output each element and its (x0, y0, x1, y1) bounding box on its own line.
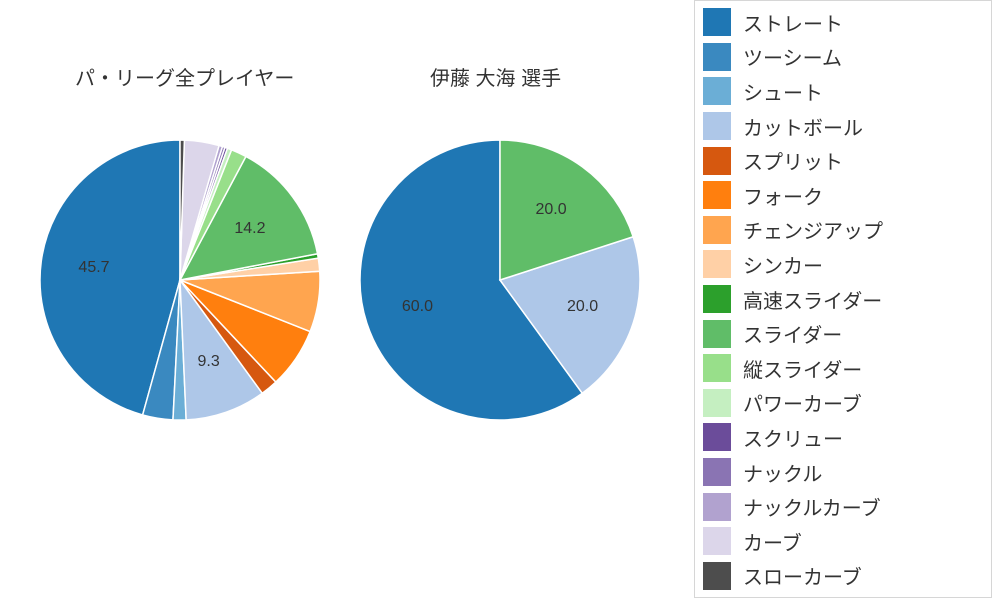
legend-item: カットボール (703, 109, 983, 144)
legend-item: パワーカーブ (703, 386, 983, 421)
legend-label: 縦スライダー (743, 354, 862, 383)
legend-label: ツーシーム (743, 42, 842, 71)
legend-swatch (703, 320, 731, 348)
legend-item: 縦スライダー (703, 351, 983, 386)
chart-container: パ・リーグ全プレイヤー 伊藤 大海 選手 45.7 9.3 14.2 60.0 20.… (0, 0, 1000, 600)
legend-label: フォーク (743, 181, 823, 210)
legend-label: チェンジアップ (743, 215, 883, 244)
legend-swatch (703, 8, 731, 36)
chart-title-player: 伊藤 大海 選手 (430, 62, 561, 91)
pie-slice-label: 20.0 (567, 298, 598, 316)
legend-item: ツーシーム (703, 40, 983, 75)
legend-label: ナックル (743, 458, 822, 487)
pie-chart-player: 60.0 20.0 20.0 (360, 140, 640, 420)
legend-label: ストレート (743, 8, 843, 37)
legend-item: スプリット (703, 143, 983, 178)
legend-item: チェンジアップ (703, 213, 983, 248)
legend-swatch (703, 389, 731, 417)
legend-swatch (703, 250, 731, 278)
pie-slice-label: 9.3 (198, 353, 220, 371)
legend-item: ストレート (703, 5, 983, 40)
legend-label: スプリット (743, 146, 843, 175)
legend-swatch (703, 43, 731, 71)
legend-swatch (703, 77, 731, 105)
legend-swatch (703, 354, 731, 382)
pie-slice-label: 14.2 (234, 220, 265, 238)
legend-label: スライダー (743, 319, 842, 348)
legend-swatch (703, 493, 731, 521)
legend-swatch (703, 527, 731, 555)
legend-swatch (703, 181, 731, 209)
legend-label: シュート (743, 77, 823, 106)
legend-label: スクリュー (743, 423, 843, 452)
legend: ストレートツーシームシュートカットボールスプリットフォークチェンジアップシンカー… (694, 0, 992, 598)
legend-item: 高速スライダー (703, 282, 983, 317)
legend-item: カーブ (703, 524, 983, 559)
legend-item: シュート (703, 74, 983, 109)
legend-item: フォーク (703, 178, 983, 213)
legend-swatch (703, 458, 731, 486)
legend-label: シンカー (743, 250, 823, 279)
legend-label: スローカーブ (743, 561, 862, 590)
legend-item: ナックル (703, 455, 983, 490)
pie-slice-label: 45.7 (78, 259, 109, 277)
legend-swatch (703, 112, 731, 140)
legend-swatch (703, 285, 731, 313)
pie-chart-league: 45.7 9.3 14.2 (40, 140, 320, 420)
legend-item: スローカーブ (703, 559, 983, 594)
legend-swatch (703, 216, 731, 244)
legend-label: パワーカーブ (743, 388, 862, 417)
legend-item: ナックルカーブ (703, 489, 983, 524)
legend-label: カットボール (743, 112, 863, 141)
legend-item: シンカー (703, 247, 983, 282)
legend-label: ナックルカーブ (743, 492, 881, 521)
pie-slice-label: 20.0 (535, 201, 566, 219)
legend-swatch (703, 423, 731, 451)
legend-label: カーブ (743, 527, 802, 556)
legend-label: 高速スライダー (743, 285, 882, 314)
legend-swatch (703, 147, 731, 175)
legend-item: スライダー (703, 316, 983, 351)
pie-slice-label: 60.0 (402, 298, 433, 316)
chart-title-league: パ・リーグ全プレイヤー (75, 62, 294, 91)
legend-swatch (703, 562, 731, 590)
legend-item: スクリュー (703, 420, 983, 455)
